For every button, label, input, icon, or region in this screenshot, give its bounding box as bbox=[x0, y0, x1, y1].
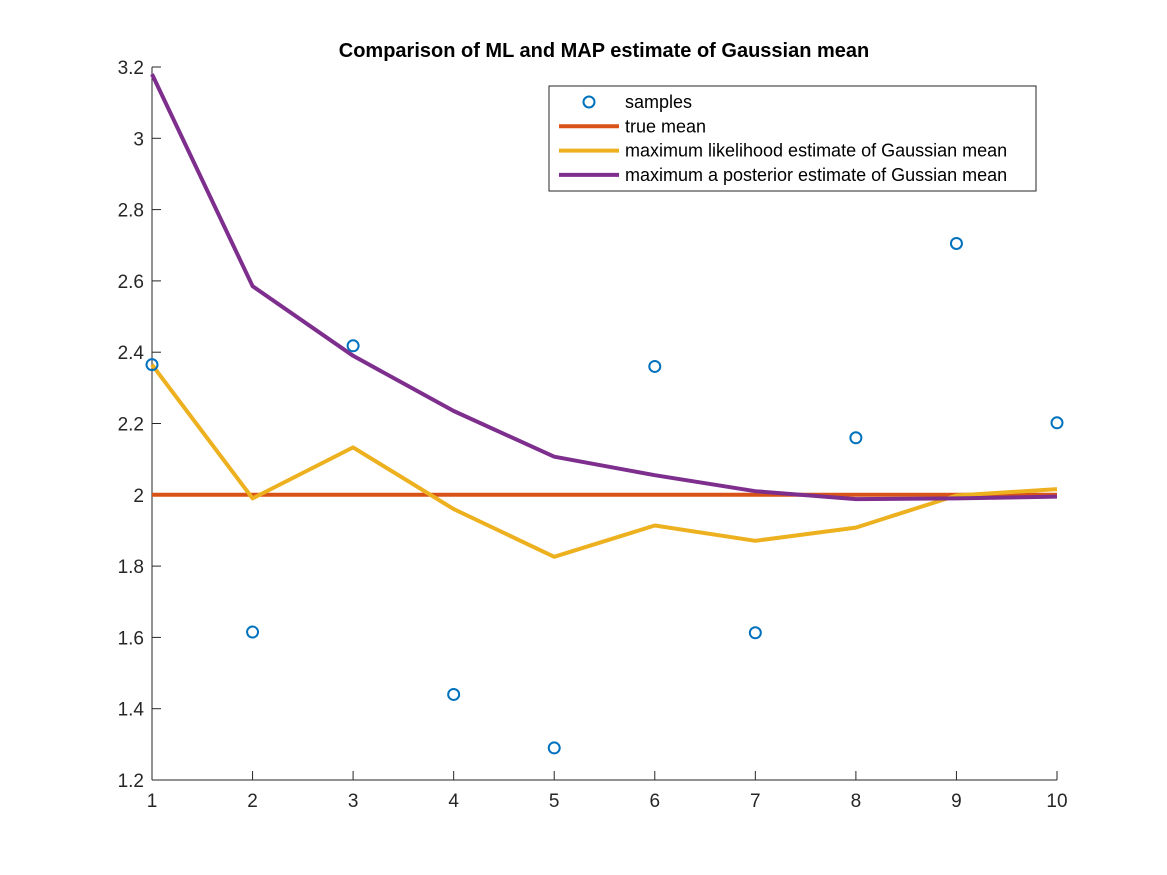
series-line-maximum-a-posterior-estimate-of-gussian-mean bbox=[150, 73, 1058, 502]
sample-point bbox=[1050, 416, 1064, 430]
y-tick-label: 2.6 bbox=[118, 272, 144, 293]
series-layer bbox=[145, 73, 1064, 755]
y-tick-label: 3.2 bbox=[118, 58, 144, 79]
legend-entry-label: maximum likelihood estimate of Gaussian … bbox=[625, 141, 1007, 161]
y-tick-label: 1.6 bbox=[118, 628, 144, 649]
y-tick-label: 2.8 bbox=[118, 201, 144, 222]
sample-point bbox=[447, 687, 461, 701]
chart-title: Comparison of ML and MAP estimate of Gau… bbox=[339, 40, 869, 62]
y-tick-label: 1.4 bbox=[118, 700, 145, 721]
x-tick-label: 9 bbox=[951, 791, 962, 812]
x-tick-label: 10 bbox=[1046, 791, 1067, 812]
x-tick-label: 5 bbox=[549, 791, 560, 812]
y-tick-label: 2 bbox=[133, 486, 144, 507]
x-tick-label: 3 bbox=[348, 791, 359, 812]
y-tick-label: 1.2 bbox=[118, 771, 144, 792]
sample-point bbox=[849, 431, 863, 445]
legend: samples true mean maximum likelihood estim… bbox=[548, 85, 1037, 192]
x-tick-label: 2 bbox=[247, 791, 258, 812]
legend-box bbox=[548, 85, 1037, 192]
sample-point bbox=[648, 359, 662, 373]
y-tick-label: 2.2 bbox=[118, 415, 144, 436]
x-tick-label: 4 bbox=[448, 791, 459, 812]
axes: 1.2 1.4 1.6 1.8 2 2.2 2.4 2.6 2.8 3 3.2 1 2 3 4 5 6 7 8 9 10 bbox=[118, 58, 1068, 812]
legend-entry-label: maximum a posterior estimate of Gussian … bbox=[625, 165, 1007, 185]
series-line-maximum-likelihood-estimate-of-gaussian-mean bbox=[150, 363, 1058, 559]
sample-point bbox=[145, 358, 159, 372]
y-tick-label: 2.4 bbox=[118, 343, 145, 364]
sample-point bbox=[547, 741, 561, 755]
legend-entry-label: true mean bbox=[625, 116, 706, 136]
legend-entry-label: samples bbox=[625, 92, 692, 112]
sample-point bbox=[748, 626, 762, 640]
y-tick-label: 1.8 bbox=[118, 557, 144, 578]
sample-point bbox=[346, 339, 360, 353]
x-tick-label: 8 bbox=[851, 791, 862, 812]
sample-point bbox=[949, 236, 963, 250]
legend-marker-samples bbox=[582, 95, 596, 109]
sample-point bbox=[246, 625, 260, 639]
x-tick-label: 6 bbox=[649, 791, 660, 812]
y-tick-label: 3 bbox=[133, 129, 144, 150]
x-tick-label: 7 bbox=[750, 791, 761, 812]
x-tick-label: 1 bbox=[147, 791, 158, 812]
